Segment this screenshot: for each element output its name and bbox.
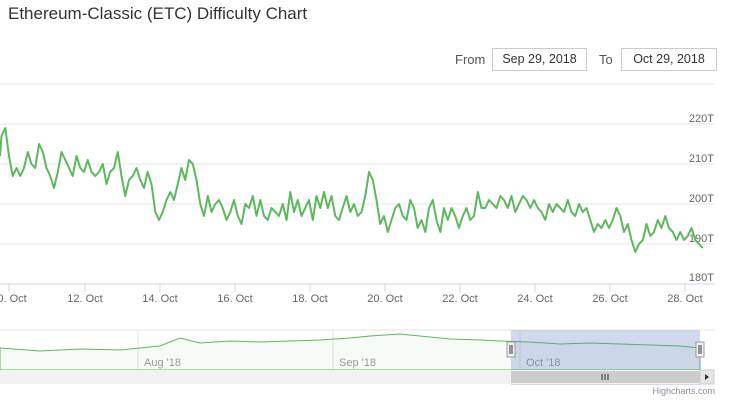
y-axis: 220T 210T 200T 190T 180T — [689, 113, 714, 284]
y-tick-label: 190T — [689, 233, 714, 245]
x-axis: 10. Oct 12. Oct 14. Oct 16. Oct 18. Oct … — [0, 284, 703, 305]
x-tick-label: 22. Oct — [442, 293, 477, 305]
x-tick-label: 28. Oct — [667, 293, 702, 305]
x-tick-label: 12. Oct — [67, 293, 102, 305]
navigator-tick-label: Sep '18 — [339, 357, 376, 369]
page-title: Ethereum-Classic (ETC) Difficulty Chart — [8, 4, 308, 23]
from-label: From — [455, 52, 486, 67]
y-tick-label: 180T — [689, 272, 714, 284]
x-tick-label: 18. Oct — [292, 293, 327, 305]
scrollbar-thumb[interactable] — [511, 371, 700, 383]
difficulty-chart[interactable]: 220T 210T 200T 190T 180T 10. Oct 12. Oct… — [0, 0, 729, 386]
navigator-tick-label: Aug '18 — [144, 357, 181, 369]
x-tick-label: 10. Oct — [0, 293, 27, 305]
to-date-input[interactable]: Oct 29, 2018 — [621, 48, 717, 71]
navigator-left-handle[interactable] — [506, 341, 516, 358]
to-label: To — [599, 52, 613, 67]
x-tick-label: 16. Oct — [217, 293, 252, 305]
chevron-right-icon — [705, 374, 709, 380]
y-tick-label: 200T — [689, 193, 714, 205]
navigator-right-handle[interactable] — [695, 341, 705, 358]
x-tick-label: 24. Oct — [517, 293, 552, 305]
x-tick-label: 26. Oct — [592, 293, 627, 305]
credits-link[interactable]: Highcharts.com — [652, 386, 715, 396]
difficulty-series-line[interactable] — [0, 127, 704, 253]
navigator-series-area — [0, 333, 701, 371]
x-tick-label: 14. Oct — [142, 293, 177, 305]
y-tick-label: 220T — [689, 113, 714, 125]
x-tick-label: 20. Oct — [367, 293, 402, 305]
y-tick-label: 210T — [689, 153, 714, 165]
scrollbar-right-button[interactable] — [699, 369, 715, 385]
from-date-input[interactable]: Sep 29, 2018 — [492, 48, 587, 71]
navigator-tick-label: Oct '18 — [526, 357, 561, 369]
